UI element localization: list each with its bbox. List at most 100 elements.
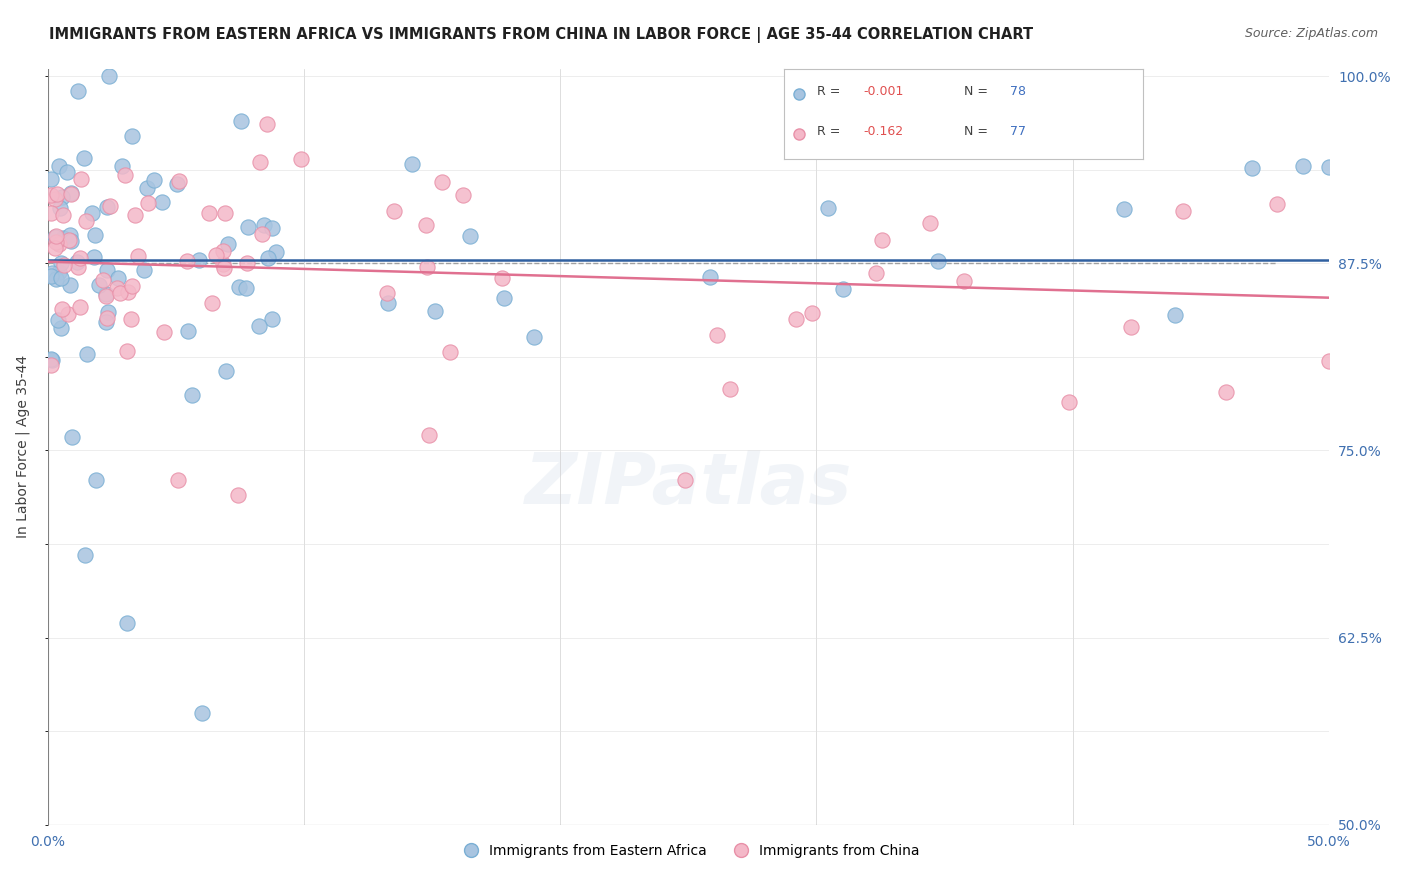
Immigrants from China bbox=[94, 289, 117, 303]
Immigrants from Eastern Africa bbox=[181, 388, 204, 402]
Immigrants from China bbox=[226, 488, 249, 502]
Immigrants from Eastern Africa bbox=[87, 278, 110, 293]
Immigrants from Eastern Africa bbox=[1112, 202, 1135, 216]
Immigrants from China bbox=[60, 187, 83, 202]
Immigrants from China bbox=[52, 208, 75, 222]
Immigrants from China bbox=[252, 227, 274, 242]
Immigrants from Eastern Africa bbox=[84, 474, 107, 488]
Immigrants from Eastern Africa bbox=[67, 84, 90, 98]
Immigrants from Eastern Africa bbox=[51, 190, 73, 204]
Immigrants from Eastern Africa bbox=[817, 202, 839, 216]
Immigrants from Eastern Africa bbox=[60, 186, 83, 200]
Immigrants from Eastern Africa bbox=[80, 206, 103, 220]
Immigrants from China bbox=[1121, 320, 1143, 334]
Immigrants from China bbox=[121, 279, 143, 293]
Immigrants from China bbox=[176, 254, 198, 268]
Immigrants from China bbox=[39, 187, 62, 202]
Immigrants from China bbox=[290, 152, 312, 166]
Immigrants from Eastern Africa bbox=[39, 268, 62, 283]
Immigrants from Eastern Africa bbox=[51, 270, 73, 285]
Immigrants from China bbox=[212, 257, 235, 271]
Legend: Immigrants from Eastern Africa, Immigrants from China: Immigrants from Eastern Africa, Immigran… bbox=[451, 838, 925, 863]
Immigrants from China bbox=[115, 343, 138, 358]
Immigrants from China bbox=[96, 310, 118, 325]
Immigrants from Eastern Africa bbox=[60, 234, 83, 248]
Immigrants from China bbox=[415, 219, 437, 233]
Immigrants from Eastern Africa bbox=[75, 549, 97, 563]
Immigrants from Eastern Africa bbox=[41, 266, 63, 280]
Immigrants from China bbox=[1173, 203, 1195, 218]
Immigrants from Eastern Africa bbox=[215, 364, 238, 378]
Immigrants from Eastern Africa bbox=[177, 324, 200, 338]
Immigrants from Eastern Africa bbox=[460, 229, 482, 244]
Immigrants from China bbox=[136, 195, 159, 210]
Immigrants from Eastern Africa bbox=[1240, 161, 1263, 175]
Immigrants from Eastern Africa bbox=[48, 159, 70, 173]
Immigrants from China bbox=[384, 203, 406, 218]
Immigrants from China bbox=[451, 188, 474, 202]
Immigrants from China bbox=[706, 327, 728, 342]
Immigrants from Eastern Africa bbox=[260, 221, 283, 235]
Immigrants from China bbox=[51, 302, 73, 317]
Immigrants from China bbox=[1317, 354, 1340, 368]
Immigrants from China bbox=[91, 273, 114, 287]
Immigrants from Eastern Africa bbox=[264, 244, 287, 259]
Immigrants from China bbox=[39, 358, 62, 372]
Immigrants from China bbox=[108, 285, 131, 300]
Immigrants from Eastern Africa bbox=[94, 287, 117, 301]
Immigrants from China bbox=[718, 382, 741, 396]
Immigrants from Eastern Africa bbox=[187, 252, 209, 267]
Immigrants from China bbox=[1368, 389, 1391, 403]
Immigrants from China bbox=[52, 259, 75, 273]
Immigrants from Eastern Africa bbox=[699, 270, 721, 285]
Immigrants from Eastern Africa bbox=[1292, 160, 1315, 174]
Text: IMMIGRANTS FROM EASTERN AFRICA VS IMMIGRANTS FROM CHINA IN LABOR FORCE | AGE 35-: IMMIGRANTS FROM EASTERN AFRICA VS IMMIGR… bbox=[49, 27, 1033, 43]
Immigrants from Eastern Africa bbox=[49, 256, 72, 270]
Immigrants from China bbox=[1267, 197, 1289, 211]
Immigrants from China bbox=[56, 307, 79, 321]
Immigrants from China bbox=[865, 266, 887, 280]
Immigrants from Eastern Africa bbox=[262, 312, 284, 326]
Immigrants from Eastern Africa bbox=[84, 228, 107, 243]
Immigrants from Eastern Africa bbox=[45, 272, 67, 286]
Immigrants from China bbox=[1057, 394, 1080, 409]
Immigrants from Eastern Africa bbox=[76, 347, 98, 361]
Immigrants from Eastern Africa bbox=[97, 304, 120, 318]
Immigrants from Eastern Africa bbox=[111, 159, 134, 173]
Immigrants from China bbox=[114, 168, 136, 182]
Immigrants from Eastern Africa bbox=[59, 228, 82, 243]
Immigrants from China bbox=[1215, 384, 1237, 399]
Immigrants from China bbox=[127, 249, 149, 263]
Immigrants from Eastern Africa bbox=[494, 291, 516, 305]
Immigrants from Eastern Africa bbox=[132, 262, 155, 277]
Immigrants from China bbox=[212, 260, 235, 275]
Immigrants from Eastern Africa bbox=[60, 430, 83, 444]
Immigrants from China bbox=[198, 205, 221, 219]
Immigrants from Eastern Africa bbox=[423, 304, 446, 318]
Immigrants from China bbox=[204, 247, 226, 261]
Immigrants from China bbox=[214, 206, 236, 220]
Immigrants from Eastern Africa bbox=[191, 706, 214, 720]
Immigrants from China bbox=[46, 187, 69, 202]
Immigrants from Eastern Africa bbox=[253, 218, 276, 232]
Immigrants from Eastern Africa bbox=[256, 252, 278, 266]
Immigrants from China bbox=[673, 474, 696, 488]
Immigrants from Eastern Africa bbox=[166, 178, 188, 192]
Immigrants from Eastern Africa bbox=[39, 171, 62, 186]
Immigrants from Eastern Africa bbox=[217, 237, 239, 252]
Immigrants from Eastern Africa bbox=[927, 253, 949, 268]
Immigrants from China bbox=[236, 256, 259, 270]
Immigrants from Eastern Africa bbox=[96, 201, 118, 215]
Immigrants from China bbox=[153, 325, 176, 339]
Immigrants from Eastern Africa bbox=[66, 255, 89, 269]
Immigrants from China bbox=[439, 345, 461, 359]
Immigrants from China bbox=[117, 285, 139, 299]
Immigrants from Eastern Africa bbox=[229, 114, 252, 128]
Immigrants from Eastern Africa bbox=[115, 615, 138, 630]
Immigrants from China bbox=[44, 192, 66, 206]
Immigrants from China bbox=[953, 274, 976, 288]
Immigrants from China bbox=[69, 300, 91, 314]
Immigrants from China bbox=[418, 428, 440, 442]
Immigrants from China bbox=[801, 306, 824, 320]
Immigrants from China bbox=[211, 244, 233, 259]
